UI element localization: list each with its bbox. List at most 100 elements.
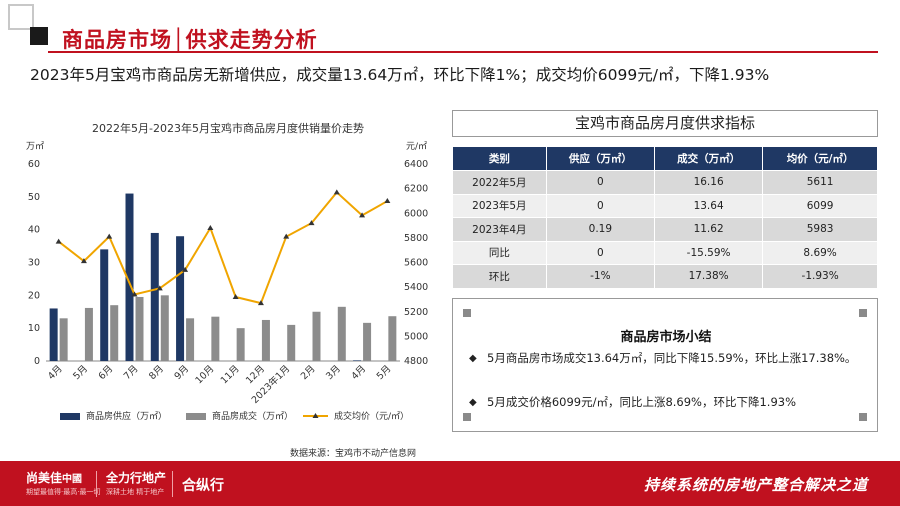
y-right-tick-label: 5800	[404, 233, 428, 244]
sales-bar	[312, 311, 321, 361]
col-header-category: 类别	[452, 146, 547, 171]
price-point	[384, 198, 391, 204]
header-deco-block	[30, 27, 48, 45]
table-cell: 17.38%	[653, 264, 764, 289]
y-right-tick-label: 5200	[404, 307, 428, 318]
footer-bar: 尚美佳中國 期望最值得·最高·最一切 全力行地产 深耕土地 精于地产 合纵行 持…	[0, 461, 900, 506]
y-left-tick-label: 0	[34, 356, 40, 367]
y-right-tick-label: 6000	[404, 208, 428, 219]
sales-bar	[388, 316, 397, 361]
x-tick-label: 4月	[349, 363, 368, 382]
summary-item: ◆ 5月商品房市场成交13.64万㎡，同比下降15.59%，环比上涨17.38%…	[469, 349, 857, 368]
diamond-bullet-icon: ◆	[469, 353, 477, 364]
chart-canvas: 万㎡ 元/㎡ 0 10 20 30 40 50 60 4800 5000 5200 5400 5600 58…	[26, 141, 428, 422]
sales-bar	[363, 322, 372, 361]
sales-bar	[261, 319, 270, 361]
y-right-unit: 元/㎡	[406, 141, 427, 152]
y-right-tick-label: 5000	[404, 331, 428, 342]
x-tick-label: 5月	[375, 363, 394, 382]
price-point	[308, 220, 315, 226]
table-cell: 2023年4月	[452, 217, 547, 242]
col-header-price: 均价（元/㎡）	[762, 146, 878, 171]
sales-bar	[337, 306, 346, 361]
table-row: 2022年5月 0 16.16 5611	[452, 170, 878, 195]
chart-title: 2022年5月-2023年5月宝鸡市商品房月度供销量价走势	[92, 122, 364, 135]
header-underline	[48, 51, 878, 53]
table-cell: -1.93%	[762, 264, 878, 289]
x-tick-label: 9月	[172, 363, 191, 382]
price-point	[106, 233, 113, 239]
legend-label-sales: 商品房成交（万㎡）	[212, 410, 293, 422]
supply-bar	[150, 232, 159, 361]
table-cell: 0	[545, 240, 655, 265]
table-cell: 5983	[762, 217, 878, 242]
footer-logo-tagline: 深耕土地 精于地产	[106, 488, 165, 496]
legend-marker-price	[312, 413, 319, 418]
col-header-sales: 成交（万㎡）	[653, 146, 764, 171]
legend-swatch-supply	[60, 413, 80, 420]
footer-divider	[96, 471, 97, 497]
supply-bar	[49, 308, 58, 361]
y-left-tick-label: 60	[28, 159, 40, 170]
page-title: 商品房市场│供求走势分析	[62, 28, 318, 52]
y-right-tick-label: 5400	[404, 282, 428, 293]
table-cell: 0	[545, 170, 655, 195]
table-cell: 0.19	[545, 217, 655, 242]
price-point	[257, 300, 264, 306]
table-cell: 6099	[762, 193, 878, 218]
y-right-tick-label: 6200	[404, 184, 428, 195]
footer-divider	[172, 471, 173, 497]
price-point	[333, 189, 340, 195]
supply-bar	[353, 360, 362, 361]
legend-label-supply: 商品房供应（万㎡）	[86, 410, 167, 422]
price-line	[58, 190, 388, 305]
footer-logo-shangmeijia: 尚美佳中國	[26, 471, 83, 485]
supply-sales-price-chart: 2022年5月-2023年5月宝鸡市商品房月度供销量价走势 万㎡ 元/㎡ 0 10 20…	[18, 114, 438, 459]
legend-swatch-sales	[186, 413, 206, 420]
table-cell: 环比	[452, 264, 547, 289]
sales-bar	[135, 296, 144, 361]
price-point	[156, 285, 163, 291]
summary-item: ◆ 5月成交价格6099元/㎡，同比上涨8.69%，环比下降1.93%	[469, 393, 857, 412]
y-right-tick-label: 5600	[404, 258, 428, 269]
supply-bar	[176, 236, 185, 361]
table-row: 环比 -1% 17.38% -1.93%	[452, 264, 878, 289]
price-point	[182, 266, 189, 272]
table-cell: 0	[545, 193, 655, 218]
diamond-bullet-icon: ◆	[469, 397, 477, 408]
sales-bar	[110, 305, 119, 361]
y-right-tick-label: 4800	[404, 356, 428, 367]
y-left-tick-label: 50	[28, 192, 40, 203]
price-point	[131, 291, 138, 297]
x-tick-label: 5月	[71, 363, 90, 382]
table-cell: 13.64	[653, 193, 764, 218]
table-cell: 11.62	[653, 217, 764, 242]
legend-label-price: 成交均价（元/㎡）	[334, 410, 409, 422]
y-left-tick-label: 20	[28, 290, 40, 301]
x-tick-label: 7月	[122, 363, 141, 382]
table-row: 同比 0 -15.59% 8.69%	[452, 240, 878, 265]
sales-bar	[84, 307, 93, 361]
sales-bar	[186, 318, 195, 361]
footer-logo-quanlixing: 全力行地产	[106, 471, 167, 485]
supply-bar	[100, 249, 109, 361]
x-tick-label: 6月	[97, 363, 116, 382]
data-source: 数据来源：宝鸡市不动产信息网	[290, 449, 417, 459]
x-tick-label: 2月	[299, 363, 318, 382]
table-cell: -1%	[545, 264, 655, 289]
x-tick-label: 11月	[219, 363, 242, 386]
price-point	[232, 293, 239, 299]
corner-square-icon	[859, 309, 867, 317]
table-cell: 同比	[452, 240, 547, 265]
price-point	[359, 212, 366, 218]
corner-square-icon	[463, 413, 471, 421]
y-right-tick-label: 6400	[404, 159, 428, 170]
y-left-tick-label: 30	[28, 258, 40, 269]
sales-bar	[59, 318, 68, 361]
table-cell: 5611	[762, 170, 878, 195]
table-cell: 8.69%	[762, 240, 878, 265]
summary-box: 商品房市场小结 ◆ 5月商品房市场成交13.64万㎡，同比下降15.59%，环比…	[452, 298, 878, 432]
footer-logo-tagline: 期望最值得·最高·最一切	[26, 488, 101, 496]
y-left-unit: 万㎡	[26, 141, 44, 152]
table-cell: 16.16	[653, 170, 764, 195]
